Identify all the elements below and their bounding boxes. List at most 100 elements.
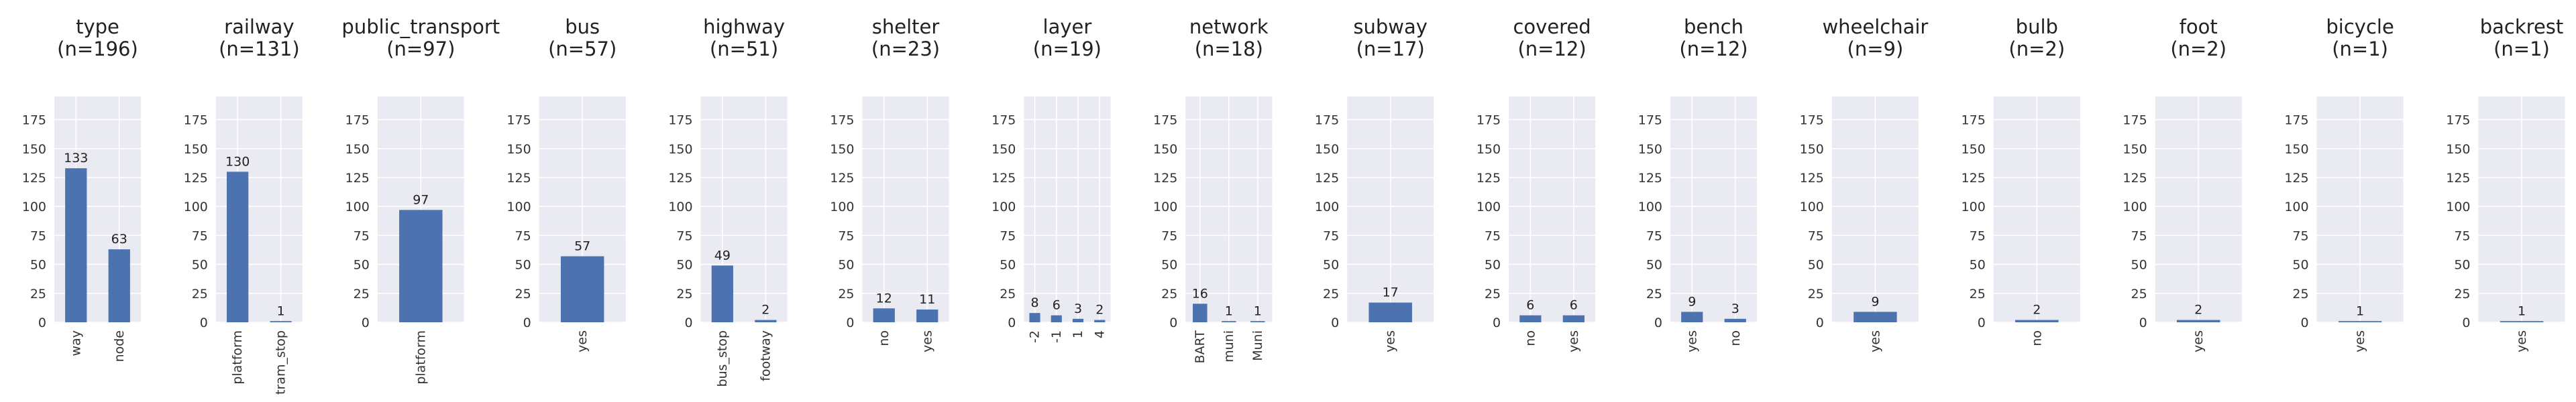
chart-subtitle: (n=9) [1847,38,1904,60]
y-tick-label: 150 [991,142,1016,157]
chart-subtitle: (n=1) [2332,38,2388,60]
chart-panel-bulb: bulb(n=2) 0 25 50 75 100 125 150 175 2 no [1962,15,2080,346]
y-tick-label: 125 [1800,171,1824,186]
y-tick-label: 50 [1161,258,1177,273]
bar--1 [1051,315,1062,322]
bar-value-label: 3 [1731,302,1739,316]
category-label: node [112,330,127,362]
bar-yes [1368,302,1412,322]
y-tick-label: 25 [1808,287,1824,302]
chart-panel-shelter: shelter(n=23) 0 25 50 75 100 125 150 175 12 no 11 ye… [830,15,949,352]
y-tick-label: 125 [991,171,1016,186]
bar-value-label: 6 [1526,298,1534,313]
y-tick-label: 175 [345,113,370,128]
y-tick-label: 125 [1477,171,1501,186]
y-tick-label: 50 [1970,258,1986,273]
category-label: muni [1222,330,1236,362]
category-label: no [877,330,892,346]
chart-panel-layer: layer(n=19) 0 25 50 75 100 125 150 175 8 -2 6 -1 3 1 2 4 [991,15,1111,343]
y-tick-label: 150 [1638,142,1662,157]
chart-subtitle: (n=196) [57,38,138,60]
y-tick-label: 75 [1646,228,1662,243]
category-label: Muni [1250,330,1265,361]
bar-yes [1854,312,1897,322]
chart-title: backrest [2480,15,2564,38]
bar-value-label: 2 [2194,303,2202,318]
y-tick-label: 125 [2123,171,2147,186]
y-tick-label: 50 [1485,258,1501,273]
y-tick-label: 100 [830,200,854,214]
bar-value-label: 97 [413,192,429,207]
category-label: no [1728,330,1743,346]
y-tick-label: 0 [200,316,208,330]
y-tick-label: 150 [2284,142,2308,157]
y-tick-label: 175 [1153,113,1177,128]
y-tick-label: 0 [685,316,693,330]
y-tick-label: 100 [345,200,370,214]
y-tick-label: 75 [515,228,531,243]
y-tick-label: 75 [2292,228,2308,243]
category-label: yes [920,330,934,352]
category-label: platform [413,330,428,385]
y-tick-label: 125 [2446,171,2470,186]
category-label: yes [1868,330,1882,352]
y-tick-label: 0 [523,316,531,330]
category-label: yes [1566,330,1581,352]
y-tick-label: 175 [184,113,208,128]
y-tick-label: 25 [676,287,692,302]
y-tick-label: 125 [184,171,208,186]
bar-bus_stop [711,265,733,322]
y-tick-label: 175 [2446,113,2470,128]
chart-title: subway [1353,15,1428,38]
y-tick-label: 150 [1315,142,1339,157]
y-tick-label: 75 [1161,228,1177,243]
y-tick-label: 75 [1000,228,1016,243]
y-tick-label: 100 [2284,200,2308,214]
chart-title: bicycle [2326,15,2394,38]
bar-platform [399,210,443,322]
y-tick-label: 25 [515,287,531,302]
bar-value-label: 2 [1095,303,1104,318]
y-tick-label: 100 [22,200,46,214]
bar-yes [1681,312,1703,322]
y-tick-label: 25 [354,287,370,302]
y-tick-label: 125 [1962,171,1986,186]
y-tick-label: 125 [1153,171,1177,186]
chart-title: bus [565,15,600,38]
category-label: no [1523,330,1538,346]
chart-panel-covered: covered(n=12) 0 25 50 75 100 125 150 175 6 no 6 yes [1477,15,1596,352]
y-tick-label: 175 [1638,113,1662,128]
y-tick-label: 175 [1800,113,1824,128]
y-tick-label: 100 [991,200,1016,214]
y-tick-label: 150 [2446,142,2470,157]
y-tick-label: 150 [2123,142,2147,157]
y-tick-label: 25 [30,287,46,302]
chart-subtitle: (n=19) [1033,38,1102,60]
chart-subtitle: (n=131) [219,38,300,60]
category-label: yes [1383,330,1398,352]
y-tick-label: 75 [354,228,370,243]
y-tick-label: 25 [1000,287,1016,302]
chart-subtitle: (n=97) [386,38,455,60]
bar-yes [2338,321,2382,322]
chart-panel-wheelchair: wheelchair(n=9) 0 25 50 75 100 125 150 175 9 yes [1800,15,1929,352]
y-tick-label: 50 [838,258,854,273]
category-label: tram_stop [274,330,288,395]
category-label: yes [2353,330,2367,352]
plot-area [862,96,949,322]
bar-value-label: 1 [1254,304,1262,318]
chart-title: railway [224,15,294,38]
y-tick-label: 175 [668,113,692,128]
bar-value-label: 17 [1383,285,1399,300]
bar-value-label: 16 [1192,286,1208,301]
chart-panel-bus: bus(n=57) 0 25 50 75 100 125 150 175 57 yes [506,15,626,352]
y-tick-label: 0 [362,316,370,330]
category-label: BART [1193,330,1208,364]
chart-title: foot [2180,15,2218,38]
y-tick-label: 0 [1978,316,1986,330]
chart-panel-bench: bench(n=12) 0 25 50 75 100 125 150 175 9 yes 3 no [1638,15,1757,352]
y-tick-label: 175 [1477,113,1501,128]
bar-tram_stop [270,321,292,322]
y-tick-label: 175 [1315,113,1339,128]
